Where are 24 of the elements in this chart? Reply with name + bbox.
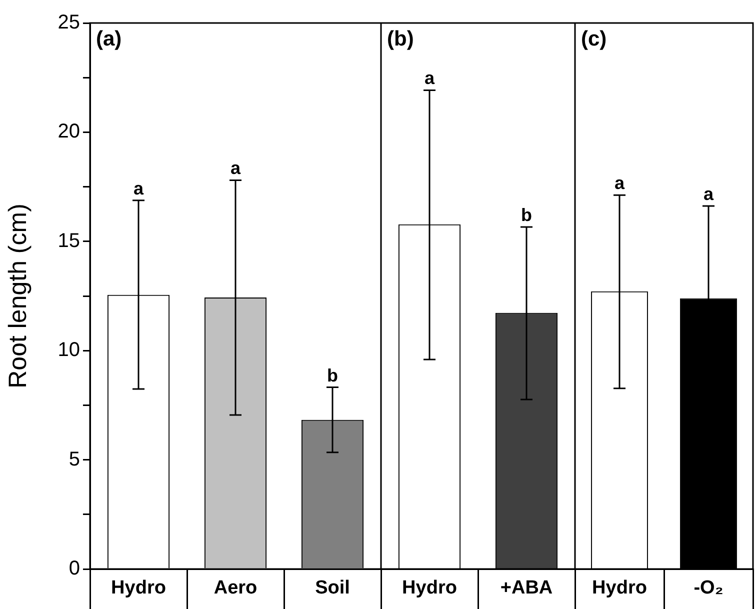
annotation: a: [424, 68, 436, 88]
annotation: b: [327, 365, 338, 386]
chart-title: (b): [387, 27, 414, 50]
annotation: a: [133, 178, 144, 198]
y-tick-label: 15: [58, 230, 80, 252]
y-tick-label: 20: [58, 120, 80, 143]
y-tick-label: 25: [58, 12, 80, 34]
x-tick-label: Aero: [214, 578, 258, 599]
y-tick-label: 5: [68, 448, 80, 470]
chart-title: (a): [96, 27, 122, 50]
y-tick-label: 0: [68, 558, 80, 580]
y-axis-title: Root length (cm): [4, 204, 32, 388]
chart-title: (c): [581, 27, 607, 50]
x-tick-label: Hydro: [592, 578, 647, 599]
annotation: a: [614, 173, 626, 194]
annotation: a: [703, 184, 714, 204]
x-tick-label: Hydro: [402, 578, 457, 599]
annotation: b: [521, 204, 532, 225]
x-tick-label: Soil: [315, 578, 350, 599]
x-tick-label: +ABA: [500, 578, 553, 599]
x-tick-label: -O₂: [694, 578, 724, 599]
y-tick-label: 10: [58, 339, 80, 362]
annotation: a: [230, 158, 242, 178]
x-tick-label: Hydro: [111, 578, 166, 599]
